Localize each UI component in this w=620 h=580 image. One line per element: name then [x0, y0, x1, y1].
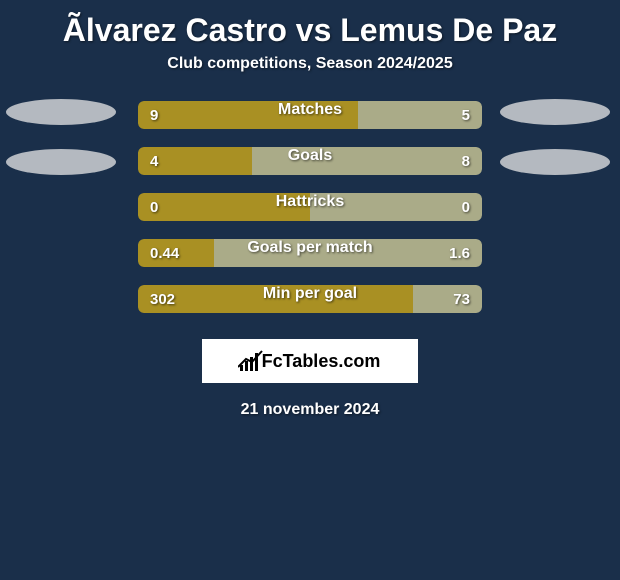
stat-value-right: 1.6: [449, 245, 470, 262]
left-ellipse: [6, 149, 116, 175]
logo-box: FcTables.com: [202, 339, 418, 383]
stat-bar-right: 1.6: [214, 239, 482, 267]
stat-bar-left: 302: [138, 285, 413, 313]
logo-text: FcTables.com: [262, 351, 381, 372]
stat-value-right: 5: [462, 107, 470, 124]
left-ellipse: [6, 99, 116, 125]
right-ellipse: [500, 99, 610, 125]
stat-bar-right: 5: [358, 101, 482, 129]
stat-bar-left: 0.44: [138, 239, 214, 267]
stat-bar-left: 9: [138, 101, 358, 129]
stat-bar-right: 8: [252, 147, 482, 175]
stat-value-right: 73: [453, 291, 470, 308]
stat-bar: 0.441.6Goals per match: [138, 239, 482, 267]
stat-bar-left: 4: [138, 147, 252, 175]
stat-row: 95Matches: [0, 101, 620, 129]
stats-container: 95Matches48Goals00Hattricks0.441.6Goals …: [0, 101, 620, 313]
page-title: Ãlvarez Castro vs Lemus De Paz: [0, 0, 620, 55]
page-subtitle: Club competitions, Season 2024/2025: [0, 55, 620, 73]
stat-value-left: 0: [150, 199, 158, 216]
right-ellipse: [500, 149, 610, 175]
stat-bar: 30273Min per goal: [138, 285, 482, 313]
date-text: 21 november 2024: [0, 401, 620, 419]
stat-value-right: 8: [462, 153, 470, 170]
stat-bar: 95Matches: [138, 101, 482, 129]
stat-value-left: 4: [150, 153, 158, 170]
stat-value-left: 9: [150, 107, 158, 124]
stat-value-right: 0: [462, 199, 470, 216]
stat-row: 0.441.6Goals per match: [0, 239, 620, 267]
stat-bar: 00Hattricks: [138, 193, 482, 221]
stat-bar-left: 0: [138, 193, 310, 221]
stat-value-left: 302: [150, 291, 175, 308]
stat-row: 48Goals: [0, 147, 620, 175]
stat-row: 00Hattricks: [0, 193, 620, 221]
stat-bar: 48Goals: [138, 147, 482, 175]
stat-row: 30273Min per goal: [0, 285, 620, 313]
chart-icon: [240, 351, 258, 371]
stat-value-left: 0.44: [150, 245, 179, 262]
stat-bar-right: 0: [310, 193, 482, 221]
stat-bar-right: 73: [413, 285, 482, 313]
